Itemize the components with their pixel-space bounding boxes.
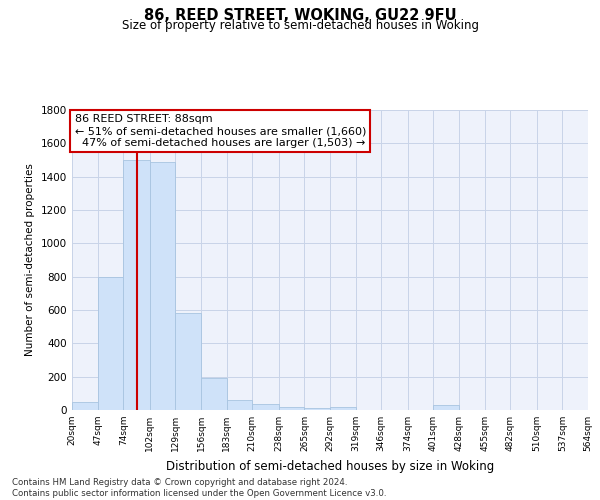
Bar xyxy=(201,378,227,410)
Bar xyxy=(433,405,459,410)
Bar xyxy=(72,402,98,410)
Text: Contains HM Land Registry data © Crown copyright and database right 2024.
Contai: Contains HM Land Registry data © Crown c… xyxy=(12,478,386,498)
Text: 86 REED STREET: 88sqm
← 51% of semi-detached houses are smaller (1,660)
  47% of: 86 REED STREET: 88sqm ← 51% of semi-deta… xyxy=(74,114,366,148)
Bar xyxy=(150,162,175,410)
Bar xyxy=(227,400,252,410)
Bar xyxy=(252,404,279,410)
Text: 86, REED STREET, WOKING, GU22 9FU: 86, REED STREET, WOKING, GU22 9FU xyxy=(143,8,457,22)
Bar xyxy=(304,408,330,410)
Bar xyxy=(330,406,356,410)
Bar xyxy=(175,314,201,410)
Bar xyxy=(98,276,123,410)
Bar xyxy=(279,406,304,410)
Bar xyxy=(123,160,150,410)
X-axis label: Distribution of semi-detached houses by size in Woking: Distribution of semi-detached houses by … xyxy=(166,460,494,472)
Text: Size of property relative to semi-detached houses in Woking: Size of property relative to semi-detach… xyxy=(121,18,479,32)
Y-axis label: Number of semi-detached properties: Number of semi-detached properties xyxy=(25,164,35,356)
